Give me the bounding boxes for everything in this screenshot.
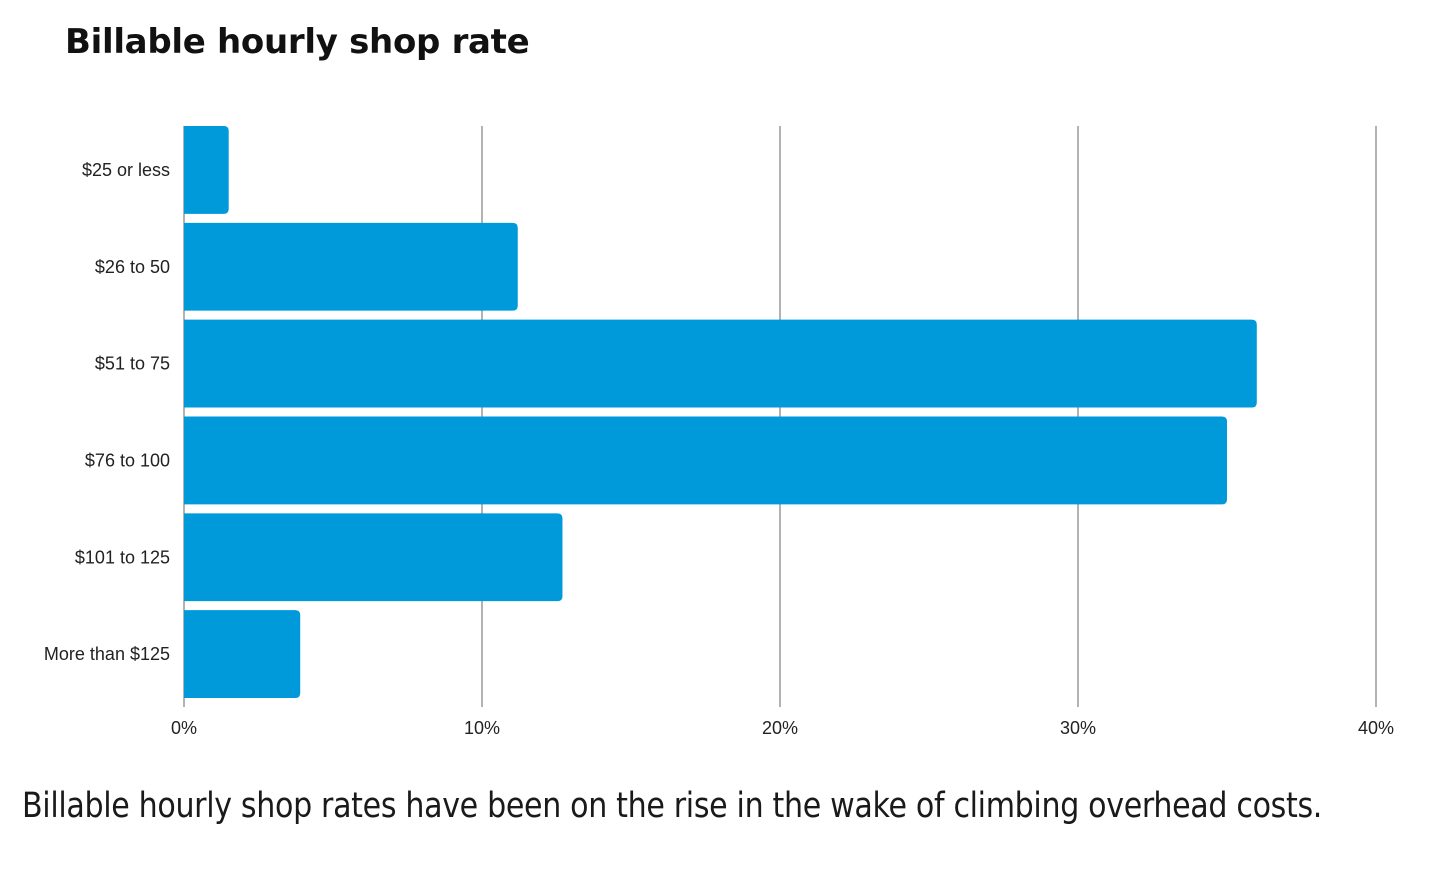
bar-3 <box>184 319 1257 408</box>
category-labels: $25 or less $26 to 50 $51 to 75 $76 to 100 $… <box>44 160 170 664</box>
category-label: $26 to 50 <box>95 257 170 277</box>
bars <box>184 126 1257 698</box>
bar-5 <box>184 513 563 602</box>
category-label: $101 to 125 <box>75 547 170 567</box>
x-axis-tick-labels: 0% 10% 20% 30% 40% <box>171 718 1394 738</box>
x-tick-label: 20% <box>762 718 798 738</box>
chart-caption: Billable hourly shop rates have been on … <box>22 786 1323 826</box>
bar-1 <box>184 126 229 214</box>
bar-4 <box>184 416 1227 505</box>
category-label: $25 or less <box>82 160 170 180</box>
x-tick-label: 10% <box>464 718 500 738</box>
category-label: $51 to 75 <box>95 354 170 374</box>
bar-6 <box>184 610 301 698</box>
x-tick-label: 0% <box>171 718 197 738</box>
chart-title: Billable hourly shop rate <box>65 22 530 62</box>
bar-2 <box>184 222 518 311</box>
x-tick-label: 30% <box>1060 718 1096 738</box>
category-label: $76 to 100 <box>85 450 170 470</box>
x-tick-label: 40% <box>1358 718 1394 738</box>
category-label: More than $125 <box>44 644 170 664</box>
